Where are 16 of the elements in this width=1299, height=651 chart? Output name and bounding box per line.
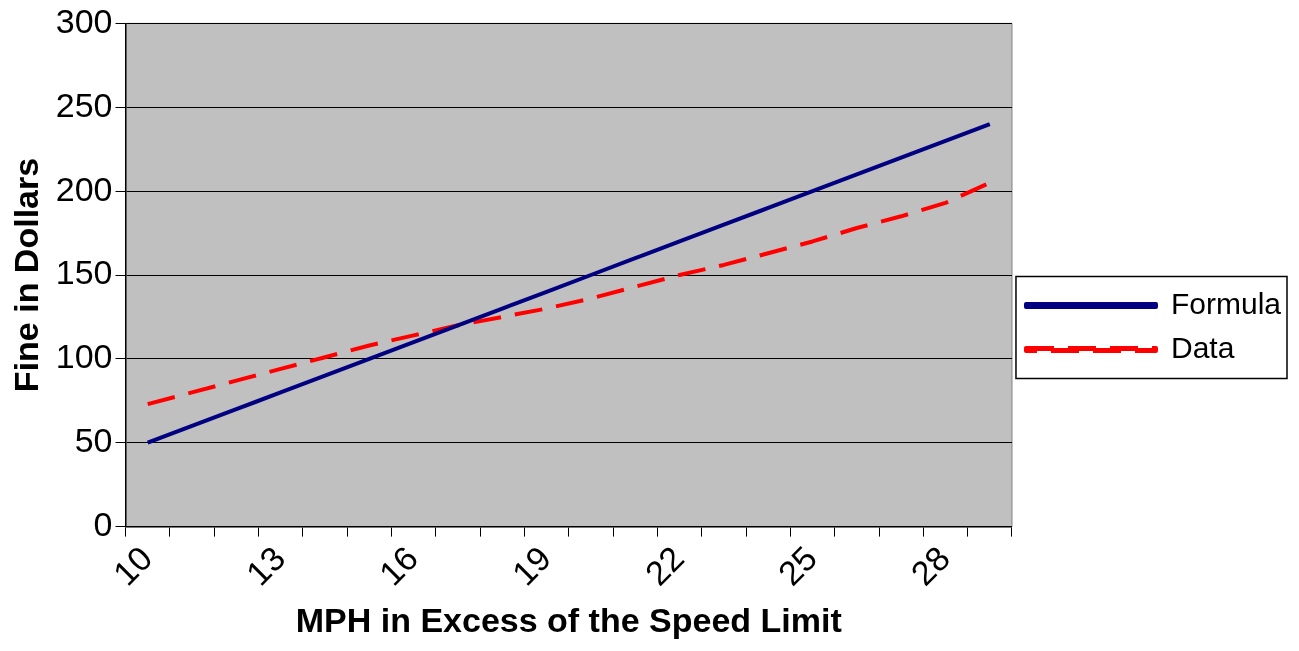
y-tick-label: 250 xyxy=(55,85,113,124)
y-tick-label: 50 xyxy=(74,421,113,460)
x-tick-label: 19 xyxy=(504,538,559,593)
x-axis-title: MPH in Excess of the Speed Limit xyxy=(295,600,842,639)
x-tick-label: 13 xyxy=(238,538,293,593)
legend-label: Formula xyxy=(1170,286,1282,320)
x-tick-label: 22 xyxy=(637,538,692,593)
legend-label: Data xyxy=(1170,330,1235,364)
x-tick-label: 16 xyxy=(371,538,426,593)
y-tick-label: 300 xyxy=(55,1,113,40)
y-tick-label: 200 xyxy=(55,169,113,208)
x-tick-label: 28 xyxy=(903,538,958,593)
y-tick-label: 100 xyxy=(55,337,113,376)
x-tick-label: 25 xyxy=(770,538,825,593)
y-tick-label: 150 xyxy=(55,253,113,292)
y-axis-title: Fine in Dollars xyxy=(6,157,45,393)
